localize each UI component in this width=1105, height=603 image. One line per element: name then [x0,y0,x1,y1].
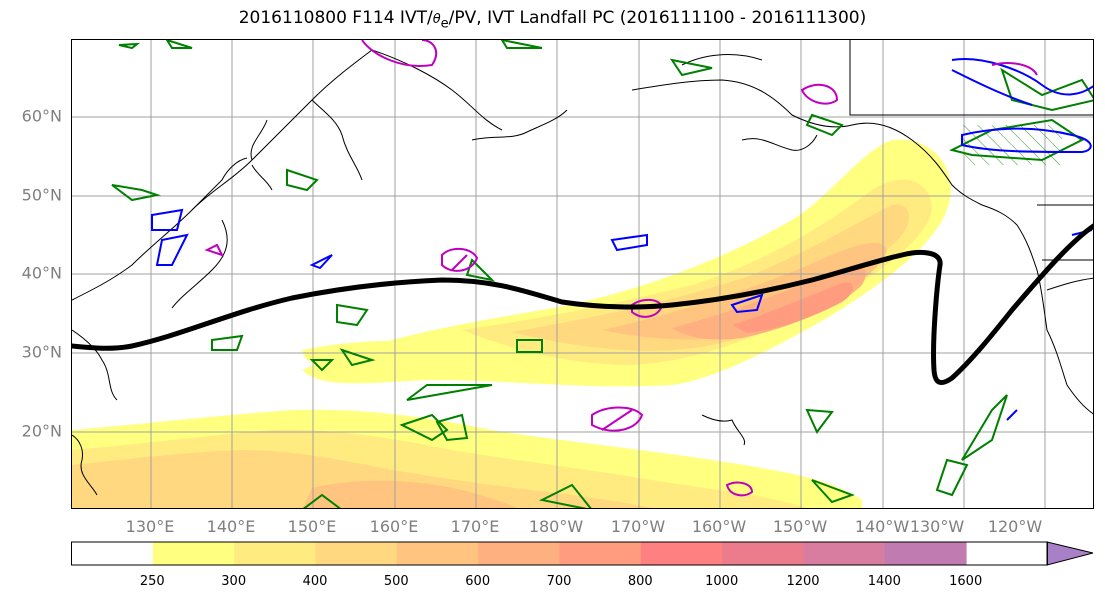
lon-label-180w: 180°W [528,517,584,536]
lon-label-140w: 140°W [854,517,910,536]
colorbar-tick-label: 800 [627,574,653,589]
lon-label-120w: 120°W [987,517,1043,536]
lat-label-60n: 60°N [21,106,62,126]
colorbar-extend-arrow [1046,541,1094,566]
colorbar-tick-label: 600 [465,574,491,589]
coastlines [72,40,1093,496]
ivt-fill-300 [462,179,932,365]
lon-label-130w: 130°W [909,517,965,536]
map-panel [71,39,1094,509]
colorbar-tick-label: 1600 [949,574,983,589]
colorbar-cell [722,542,804,565]
colorbar-cell [478,542,560,565]
colorbar-cell [803,542,886,565]
colorbar-tick-label: 300 [221,574,247,589]
graticule [72,40,1093,508]
lat-label-50n: 50°N [21,185,62,205]
title-theta: θ [432,12,441,27]
colorbar-tick-label: 400 [302,574,328,589]
colorbar-cell [559,542,642,565]
lon-label-150e: 150°E [287,517,337,536]
colorbar-cell [884,542,967,565]
lon-label-130e: 130°E [125,517,175,536]
colorbar-tick-label: 500 [383,574,409,589]
ivt-shading [72,139,951,508]
ivt-fill-400 [512,204,909,351]
chart-title: 2016110800 F114 IVT/θe/PV, IVT Landfall … [0,8,1105,31]
lat-label-30n: 30°N [21,342,62,362]
lon-label-150w: 150°W [772,517,828,536]
ivt-fill-400-south [72,450,652,508]
colorbar-tick-label: 1400 [867,574,901,589]
colorbar-tick-label: 1200 [786,574,820,589]
lat-label-20n: 20°N [21,421,62,441]
lon-label-160e: 160°E [369,517,419,536]
colorbar-tick-label: 250 [139,574,165,589]
title-suffix: /PV, IVT Landfall PC (2016111100 - 20161… [448,8,867,28]
colorbar-tick-label: 1000 [705,574,739,589]
landfall-pc-line [72,223,1093,385]
colorbar-cell [640,542,723,565]
colorbar-cell [71,542,154,565]
ivt-fill-500-south [302,480,518,508]
ivt-colorbar [71,541,1094,566]
colorbar-cell [152,542,235,565]
colorbar-tick-label: 700 [546,574,572,589]
colorbar-cell [315,542,398,565]
lon-label-170w: 170°W [610,517,666,536]
map-canvas [72,40,1093,508]
lon-label-160w: 160°W [691,517,747,536]
title-prefix: 2016110800 F114 IVT/ [238,8,433,28]
lon-label-140e: 140°E [206,517,256,536]
colorbar-frame [71,541,1048,566]
title-theta-sub: e [440,16,449,32]
colorbar-cell [396,542,479,565]
lat-label-40n: 40°N [21,263,62,283]
colorbar-cell [234,542,316,565]
ivt-fill-250-mid [302,340,444,373]
ivt-fill-700 [732,282,854,333]
lon-label-170e: 170°E [450,517,500,536]
ivt-fill-500 [602,242,887,340]
